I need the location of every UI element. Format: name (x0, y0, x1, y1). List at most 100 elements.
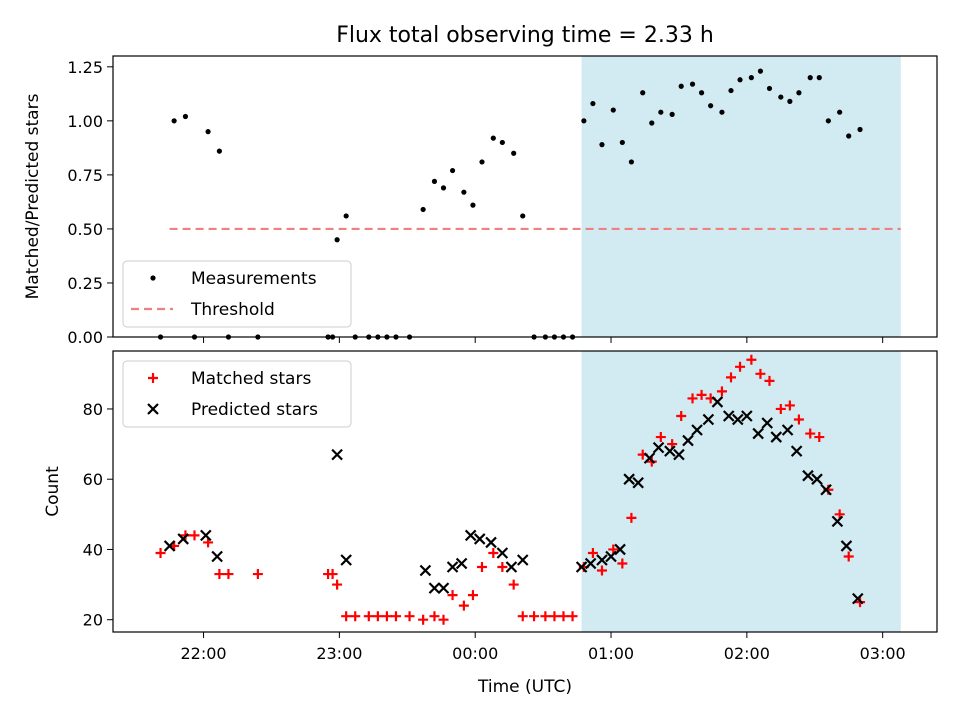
data-point (610, 107, 616, 113)
x-tick-label: 03:00 (860, 644, 906, 663)
data-point (590, 100, 596, 107)
data-point (831, 515, 844, 528)
data-point (708, 103, 714, 109)
data-point (381, 611, 392, 622)
x-axis-ticks (203, 337, 884, 343)
data-point (837, 109, 843, 115)
data-point (488, 547, 499, 558)
data-point (343, 213, 349, 219)
y-axis-ticks: 20 40 60 80 (83, 400, 113, 630)
data-point (461, 189, 467, 195)
data-point (549, 611, 560, 622)
x-tick-label: 02:00 (724, 644, 770, 663)
count-points (155, 354, 866, 625)
data-point (214, 569, 225, 580)
data-point (216, 148, 222, 154)
data-point (741, 410, 753, 422)
data-point (200, 529, 212, 542)
data-point (455, 557, 468, 570)
data-point (766, 85, 773, 92)
panel-ratio: 0.00 0.25 0.50 0.75 1.00 1.25 Matched/Predict… (23, 55, 938, 347)
y-tick-label: 0.75 (67, 166, 103, 185)
data-point (418, 614, 429, 625)
x-tick-label: 23:00 (316, 644, 362, 663)
data-point (626, 512, 637, 523)
data-point (698, 90, 705, 96)
y-axis-label: Matched/Predicted stars (23, 93, 43, 299)
data-point (511, 150, 517, 156)
y-tick-label: 20 (83, 611, 103, 630)
data-point (189, 530, 200, 541)
data-point (420, 206, 426, 213)
data-point (820, 483, 832, 496)
data-point (440, 185, 447, 191)
data-point (363, 611, 374, 622)
data-point (643, 452, 656, 464)
data-point (470, 202, 476, 208)
data-point (390, 611, 401, 622)
data-point (840, 540, 853, 552)
y-tick-label: 60 (83, 470, 103, 489)
data-point (805, 428, 816, 439)
data-point (496, 547, 509, 559)
data-point (520, 213, 526, 219)
data-point (505, 561, 518, 573)
data-point (155, 547, 166, 558)
data-point (485, 536, 497, 549)
data-point (372, 611, 383, 622)
data-point (508, 579, 519, 590)
x-tick-label: 00:00 (452, 644, 498, 663)
data-point (711, 396, 724, 408)
plot-frame (112, 350, 938, 633)
data-point (596, 554, 608, 566)
data-point (764, 375, 775, 386)
data-point (770, 431, 783, 443)
data-point (211, 550, 223, 563)
y-tick-label: 40 (83, 540, 103, 559)
data-point (147, 403, 159, 415)
data-point (755, 368, 766, 379)
data-point (350, 611, 361, 622)
data-point (796, 90, 802, 96)
data-point (851, 592, 864, 605)
data-point (696, 389, 707, 400)
data-point (843, 551, 854, 562)
data-point (790, 445, 803, 457)
data-point (332, 579, 343, 590)
data-point (702, 413, 715, 426)
y-tick-label: 80 (83, 400, 103, 419)
legend: Matched stars Predicted stars (122, 360, 352, 428)
data-point (205, 129, 211, 135)
data-point (735, 361, 746, 372)
data-point (599, 142, 605, 148)
data-point (464, 529, 477, 542)
data-point (802, 469, 814, 482)
data-point (719, 109, 725, 115)
data-point (575, 561, 588, 573)
data-point (182, 113, 189, 120)
data-point (748, 75, 754, 81)
data-point (438, 614, 449, 625)
data-point (732, 413, 744, 426)
shaded-interval (581, 56, 901, 337)
data-point (431, 178, 438, 184)
shaded-region (581, 56, 901, 337)
shaded-interval (581, 351, 901, 632)
data-point (587, 547, 598, 558)
legend-label: Measurements (191, 269, 317, 289)
data-point (689, 81, 696, 87)
data-point (716, 386, 727, 397)
plot-frame (112, 55, 938, 338)
data-point (746, 354, 757, 365)
data-point (811, 473, 823, 485)
legend: Measurements Threshold (122, 260, 352, 328)
data-point (846, 133, 852, 139)
data-point (449, 167, 456, 174)
data-point (649, 120, 655, 126)
y-axis-ticks: 0.00 0.25 0.50 0.75 1.00 1.25 (67, 58, 113, 347)
data-point (446, 561, 459, 573)
data-point (437, 582, 450, 594)
data-point (814, 432, 825, 443)
data-point (584, 557, 597, 570)
